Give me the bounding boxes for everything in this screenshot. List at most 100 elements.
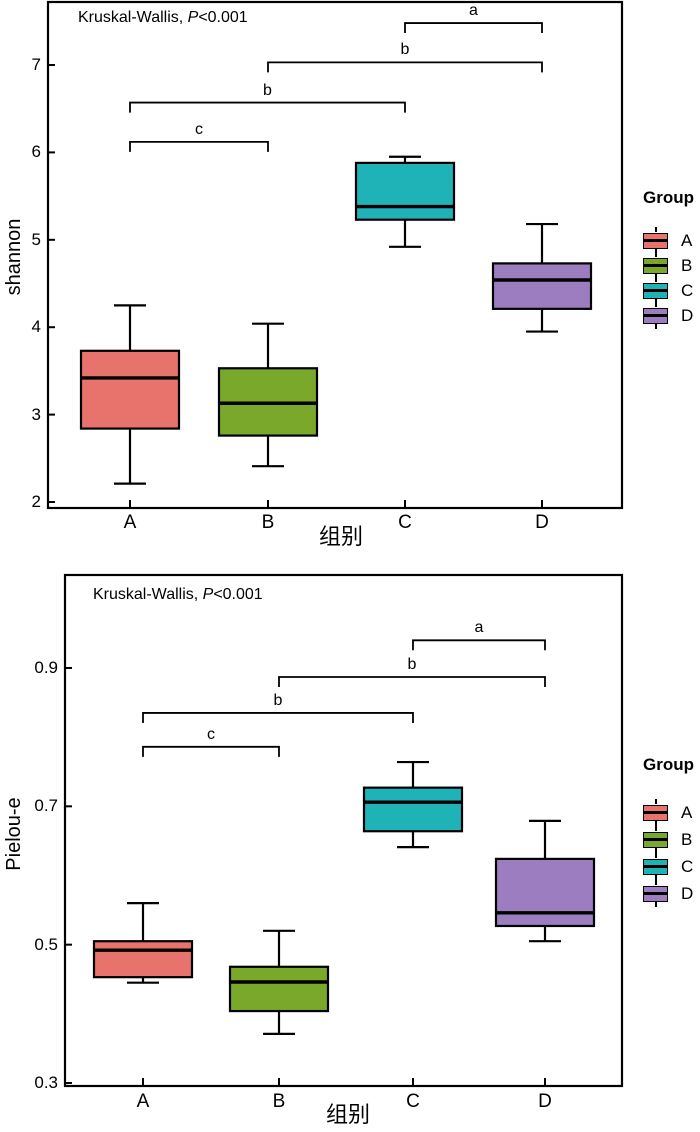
pielou-e-legend-item-B: B	[643, 826, 693, 853]
pielou-e-legend-label-D: D	[681, 883, 694, 903]
pielou-e-sig-letter-c: c	[207, 725, 215, 743]
boxplot-key-whisker	[654, 799, 657, 804]
shannon-y-tick-label-6: 6	[31, 142, 41, 162]
shannon-y-tick-label-4: 4	[31, 317, 41, 337]
pielou-e-panel-border	[63, 573, 624, 1088]
shannon-box-D	[491, 262, 593, 310]
boxplot-key-whisker	[654, 249, 657, 254]
boxplot-key-icon	[643, 880, 668, 907]
pielou-e-box-B	[228, 965, 330, 1013]
pielou-e-y-tick-label-0.9: 0.9	[34, 657, 58, 677]
pielou-e-legend-label-C: C	[681, 856, 694, 876]
pielou-e-box-A	[92, 940, 194, 979]
shannon-legend-item-D: D	[643, 302, 694, 329]
boxplot-key-whisker	[654, 875, 657, 880]
shannon-legend-label-D: D	[681, 305, 694, 325]
boxplot-key-median	[644, 838, 667, 841]
boxplot-key-whisker	[654, 302, 657, 307]
boxplot-key-whisker	[654, 227, 657, 232]
boxplot-key-whisker	[654, 853, 657, 858]
boxplot-key-median	[644, 811, 667, 814]
boxplot-key-icon	[643, 277, 668, 304]
boxplot-key-icon	[643, 227, 668, 254]
shannon-sig-letter-b: b	[400, 41, 410, 59]
pielou-legend-title: Group	[643, 755, 694, 774]
pielou-e-y-tick-label-0.3: 0.3	[34, 1073, 58, 1092]
boxplot-key-whisker	[654, 821, 657, 826]
pielou-x-axis-title: 组别	[325, 1102, 370, 1127]
shannon-box-C	[354, 161, 456, 221]
boxplot-key-icon	[643, 302, 668, 329]
boxplot-key-icon	[643, 826, 668, 853]
boxplot-key-whisker	[654, 848, 657, 853]
shannon-legend-label-C: C	[681, 280, 694, 300]
shannon-x-category-label-A: A	[123, 512, 137, 533]
boxplot-key-whisker	[654, 277, 657, 282]
shannon-y-tick-label-2: 2	[31, 492, 41, 511]
shannon-box-A	[79, 349, 181, 430]
pielou-e-legend-item-C: C	[643, 853, 693, 880]
boxplot-key-median	[644, 264, 667, 267]
shannon-legend-label-B: B	[681, 255, 693, 275]
pielou-e-sig-bracket-b-BD	[278, 676, 546, 687]
boxplot-key-median	[644, 239, 667, 242]
pielou-kruskal-annotation: Kruskal-Wallis, P<0.001	[93, 586, 263, 604]
shannon-sig-bracket-c-AB	[129, 141, 269, 152]
shannon-x-category-label-D: D	[535, 512, 549, 533]
pielou-e-y-tick-label-0.7: 0.7	[34, 796, 58, 816]
pielou-e-legend-label-B: B	[681, 829, 693, 849]
pielou-e-sig-letter-a: a	[474, 619, 484, 637]
pielou-e-legend-label-A: A	[681, 802, 693, 822]
boxplot-key-median	[644, 865, 667, 868]
shannon-x-category-label-B: B	[261, 512, 275, 533]
pielou-e-x-category-label-C: C	[406, 1091, 420, 1112]
kw-prefix: Kruskal-Wallis,	[78, 9, 188, 26]
shannon-legend-item-A: A	[643, 227, 693, 254]
boxplot-key-whisker	[654, 324, 657, 329]
kw-p-symbol: P	[187, 9, 199, 26]
shannon-sig-letter-c: c	[195, 120, 203, 138]
boxplot-key-whisker	[654, 880, 657, 885]
shannon-legend-item-B: B	[643, 252, 693, 279]
boxplot-key-whisker	[654, 299, 657, 304]
shannon-legend-label-A: A	[681, 230, 693, 250]
shannon-sig-bracket-b-AC	[129, 101, 406, 113]
boxplot-key-median	[644, 289, 667, 292]
boxplot-key-median	[644, 314, 667, 317]
boxplot-key-icon	[643, 252, 668, 279]
pielou-e-legend-item-D: D	[643, 880, 693, 907]
kw-value: <0.001	[213, 586, 263, 603]
boxplot-key-whisker	[654, 826, 657, 831]
shannon-y-tick-label-7: 7	[31, 55, 41, 74]
pielou-e-box-D	[494, 857, 596, 928]
pielou-e-legend-item-A: A	[643, 799, 693, 826]
boxplot-key-whisker	[654, 252, 657, 257]
pielou-e-sig-bracket-c-AB	[142, 745, 280, 757]
pielou-e-x-category-label-B: B	[272, 1091, 286, 1112]
shannon-y-tick-label-3: 3	[31, 404, 41, 424]
pielou-e-x-category-label-D: D	[538, 1091, 552, 1112]
shannon-sig-bracket-b-BD	[267, 61, 543, 73]
boxplot-key-icon	[643, 853, 668, 880]
pielou-y-axis-title: Pielou-e	[3, 797, 25, 871]
shannon-sig-bracket-a-CD	[404, 22, 543, 34]
shannon-legend-item-C: C	[643, 277, 694, 304]
shannon-x-axis-title: 组别	[318, 524, 363, 549]
shannon-sig-letter-b: b	[263, 81, 272, 99]
boxplot-key-whisker	[654, 274, 657, 279]
pielou-e-sig-letter-b: b	[273, 691, 283, 709]
shannon-legend-title: Group	[643, 188, 694, 207]
pielou-e-sig-bracket-a-CD	[412, 639, 546, 651]
shannon-panel-border	[46, 0, 624, 510]
pielou-e-sig-letter-b: b	[407, 655, 417, 673]
boxplot-key-median	[644, 892, 667, 895]
kw-value: <0.001	[198, 9, 248, 26]
pielou-e-x-category-label-A: A	[136, 1091, 150, 1112]
kw-p-symbol: P	[202, 586, 214, 603]
kw-prefix: Kruskal-Wallis,	[93, 586, 203, 603]
pielou-e-y-tick-label-0.5: 0.5	[34, 934, 58, 954]
